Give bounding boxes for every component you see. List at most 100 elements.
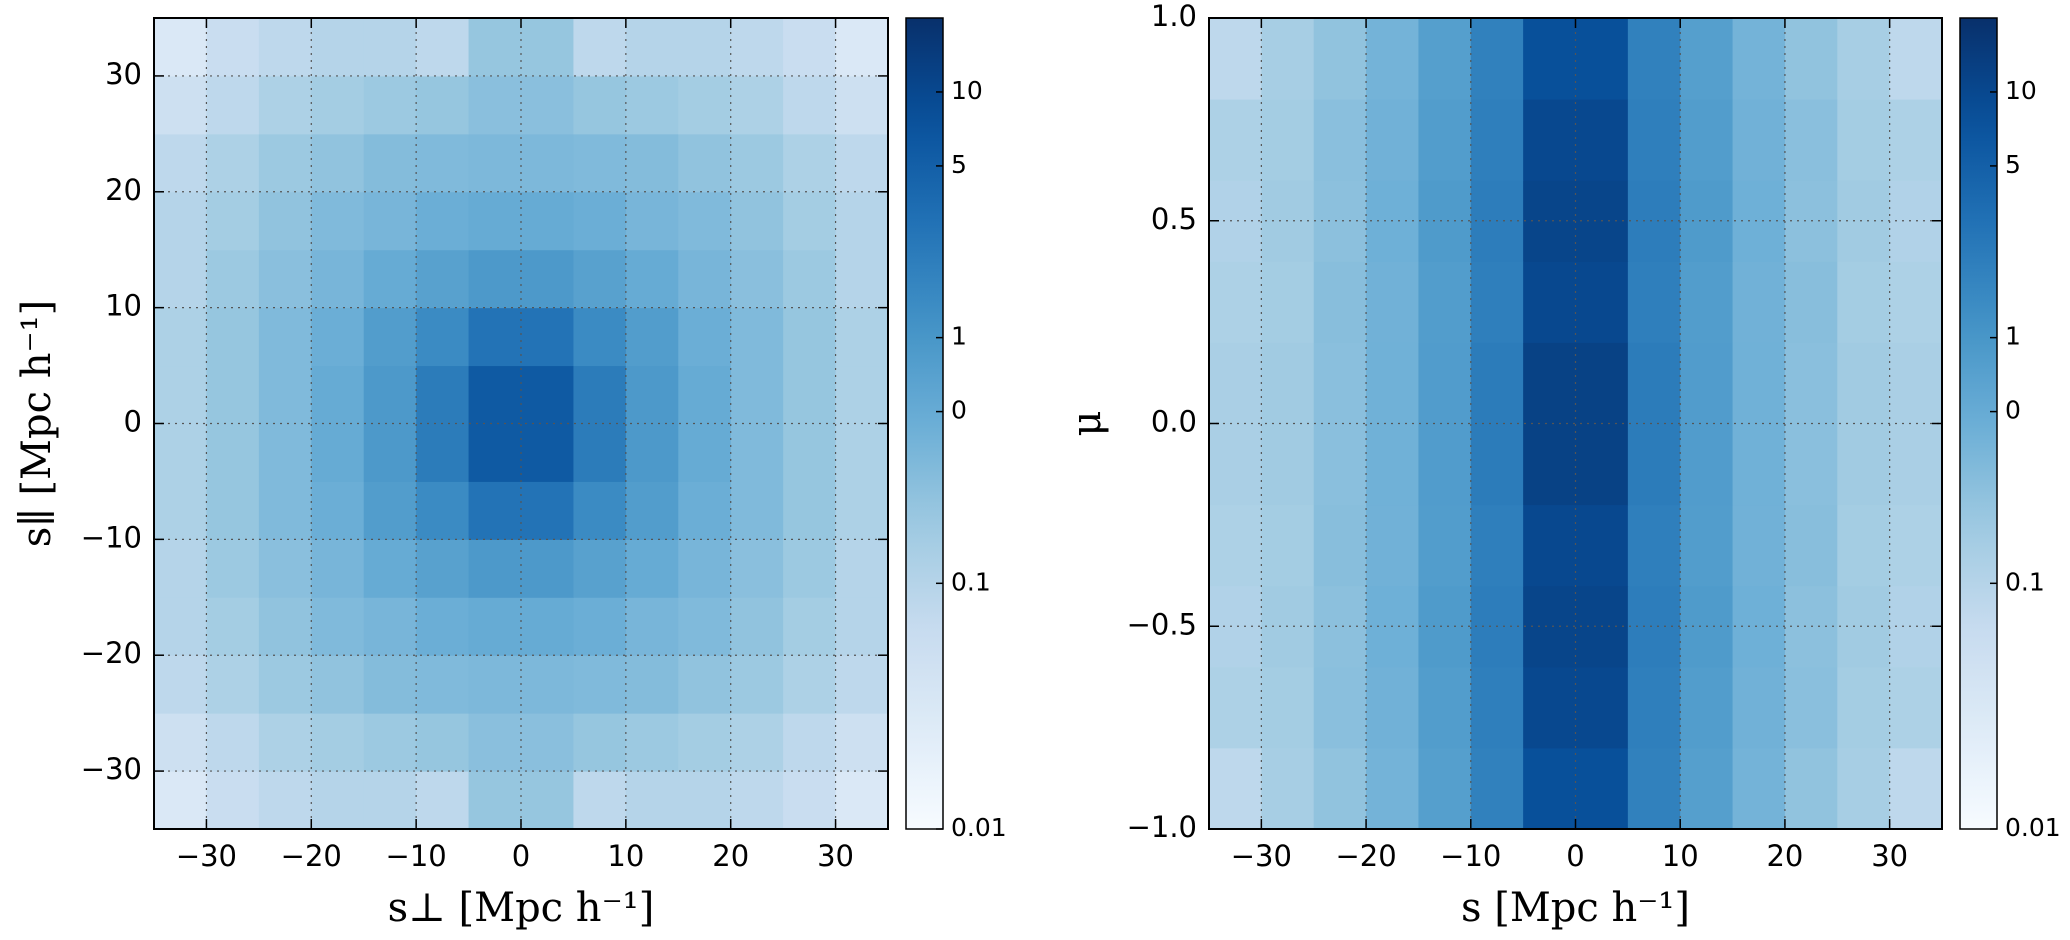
heatmap-cell bbox=[363, 771, 417, 830]
y-tick-label: 0.0 bbox=[1151, 405, 1197, 439]
heatmap-cell bbox=[1313, 99, 1367, 181]
heatmap-cell bbox=[1627, 747, 1681, 830]
heatmap-cell bbox=[468, 597, 522, 656]
heatmap-cell bbox=[258, 133, 312, 193]
heatmap-cell bbox=[1732, 666, 1786, 749]
heatmap-cell bbox=[154, 423, 207, 482]
heatmap-cell bbox=[730, 597, 784, 656]
heatmap-cell bbox=[573, 713, 627, 772]
heatmap-cell bbox=[1680, 504, 1734, 587]
heatmap-cell bbox=[1837, 504, 1891, 587]
heatmap-cell bbox=[521, 249, 574, 309]
x-tick-label: −20 bbox=[281, 839, 342, 873]
heatmap-cell bbox=[783, 191, 837, 251]
heatmap-cell bbox=[206, 713, 260, 772]
heatmap-cell bbox=[363, 75, 417, 135]
y-tick-label: −10 bbox=[81, 520, 142, 554]
heatmap-cell bbox=[521, 713, 574, 772]
heatmap-cell bbox=[1366, 99, 1419, 181]
heatmap-cell bbox=[678, 423, 732, 482]
heatmap-cell bbox=[625, 307, 679, 367]
heatmap-cell bbox=[1523, 423, 1576, 506]
heatmap-cell bbox=[1470, 99, 1524, 181]
heatmap-cell bbox=[154, 771, 207, 830]
heatmap-cell bbox=[1470, 747, 1524, 830]
heatmap-cell bbox=[416, 249, 470, 309]
heatmap-cell bbox=[258, 365, 312, 424]
heatmap-cell bbox=[311, 597, 365, 656]
heatmap-cell bbox=[573, 307, 627, 367]
heatmap-cell bbox=[1889, 747, 1943, 830]
heatmap-cell bbox=[1470, 261, 1524, 343]
x-axis-label: s [Mpc h⁻¹] bbox=[1461, 885, 1690, 931]
heatmap-cell bbox=[258, 18, 312, 77]
heatmap-cell bbox=[521, 771, 574, 830]
heatmap-cell bbox=[625, 597, 679, 656]
heatmap-cell bbox=[730, 75, 784, 135]
x-tick-label: −10 bbox=[1440, 839, 1501, 873]
heatmap-cell bbox=[311, 18, 365, 77]
heatmap-cell bbox=[1313, 261, 1367, 343]
heatmap-cell bbox=[468, 133, 522, 193]
heatmap-cell bbox=[1261, 342, 1315, 424]
heatmap-cell bbox=[363, 423, 417, 482]
heatmap-cell bbox=[1523, 747, 1576, 830]
heatmap-cell bbox=[206, 481, 260, 540]
heatmap-cell bbox=[783, 307, 837, 367]
heatmap-cell bbox=[521, 191, 574, 251]
heatmap-cell bbox=[678, 191, 732, 251]
heatmap-cell bbox=[416, 539, 470, 598]
heatmap-cell bbox=[573, 75, 627, 135]
heatmap-cell bbox=[678, 133, 732, 193]
heatmap-cell bbox=[468, 307, 522, 367]
heatmap-cell bbox=[363, 539, 417, 598]
heatmap-cell bbox=[783, 481, 837, 540]
heatmap-cell bbox=[1575, 18, 1629, 100]
x-tick-label: 0 bbox=[1566, 839, 1584, 873]
heatmap-cell bbox=[783, 18, 837, 77]
heatmap-cell bbox=[258, 307, 312, 367]
heatmap-cell bbox=[573, 655, 627, 714]
heatmap-cell bbox=[468, 365, 522, 424]
heatmap-cell bbox=[258, 481, 312, 540]
heatmap-cell bbox=[154, 365, 207, 424]
heatmap-cell bbox=[363, 365, 417, 424]
heatmap-cell bbox=[311, 539, 365, 598]
heatmap-cell bbox=[625, 713, 679, 772]
heatmap-cell bbox=[1575, 342, 1629, 424]
heatmap-cell bbox=[573, 18, 627, 77]
heatmap-cell bbox=[1366, 504, 1419, 587]
heatmap-cell bbox=[783, 655, 837, 714]
heatmap-cell bbox=[625, 655, 679, 714]
heatmap-cell bbox=[154, 75, 207, 135]
heatmap-cell bbox=[521, 655, 574, 714]
heatmap-cell bbox=[1313, 666, 1367, 749]
heatmap-cell bbox=[1784, 423, 1838, 506]
heatmap-cell bbox=[311, 423, 365, 482]
heatmap-cell bbox=[363, 249, 417, 309]
heatmap-cell bbox=[1680, 666, 1734, 749]
heatmap-cell bbox=[625, 18, 679, 77]
heatmap-cell bbox=[1837, 99, 1891, 181]
heatmap-cell bbox=[416, 133, 470, 193]
heatmap-cell bbox=[1627, 18, 1681, 100]
heatmap-cell bbox=[468, 423, 522, 482]
heatmap-cell bbox=[258, 249, 312, 309]
heatmap-cell bbox=[416, 423, 470, 482]
heatmap-cell bbox=[625, 771, 679, 830]
heatmap-cell bbox=[573, 539, 627, 598]
heatmap-cell bbox=[1418, 504, 1472, 587]
heatmap-cell bbox=[783, 133, 837, 193]
heatmap-cell bbox=[206, 191, 260, 251]
heatmap-cell bbox=[363, 655, 417, 714]
heatmap-cell bbox=[1680, 261, 1734, 343]
heatmap-cell bbox=[730, 423, 784, 482]
heatmap-cell bbox=[1732, 99, 1786, 181]
x-tick-label: −30 bbox=[1231, 839, 1292, 873]
heatmap-cell bbox=[363, 133, 417, 193]
colorbar-tick-label: 1 bbox=[2005, 322, 2021, 351]
heatmap-cell bbox=[1313, 504, 1367, 587]
heatmap-cell bbox=[1523, 666, 1576, 749]
heatmap-cell bbox=[1470, 666, 1524, 749]
heatmap-cell bbox=[258, 539, 312, 598]
